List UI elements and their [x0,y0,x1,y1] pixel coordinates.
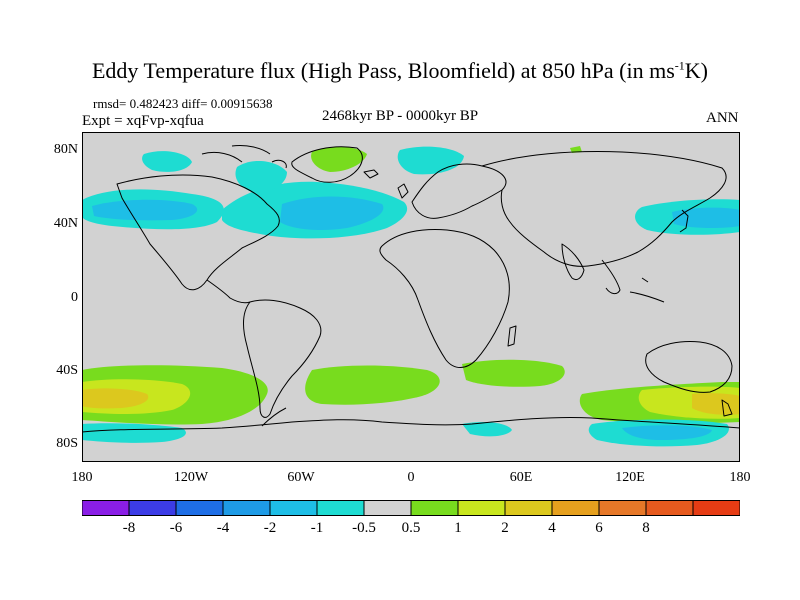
canadian-arctic-coast [201,145,287,169]
map-frame [82,132,740,462]
colorbar-label: 4 [548,520,556,536]
colorbar-label: -8 [122,520,136,536]
colorbar-box [269,500,318,516]
southern-indian-green [462,359,565,387]
lat-label-40n: 40N [53,216,78,231]
southern-pacific-orange [82,388,149,409]
japan-coast [679,209,689,233]
lat-label-0: 0 [71,290,78,305]
lat-label-80n: 80N [53,142,78,157]
india-coast [561,243,585,281]
colorbar-box [410,500,459,516]
colorbar-box [504,500,553,516]
labrador-anomaly [235,160,287,193]
africa-coast [379,229,510,368]
north-america-coast [116,174,280,291]
new-zealand-coast [721,399,733,417]
lon-label-180e: 180 [729,470,751,485]
colorbar-box [82,500,130,516]
antarctic-peninsula-coast [261,407,287,427]
central-america-coast [206,279,251,304]
period-label: 2468kyr BP - 0000kyr BP [322,108,479,124]
colorbar-label: -1 [310,520,324,536]
map-panel [82,132,740,462]
colorbar-label: 6 [595,520,603,536]
madagascar-coast [507,325,517,347]
colorbar-box [692,500,740,516]
southern-atlantic-green [305,365,440,405]
colorbar-label: 0.5 [401,520,421,536]
southeast-asia-coast [601,259,665,303]
antarctica-coast [82,416,740,433]
season-label: ANN [706,110,739,126]
greenland-coast [291,146,363,183]
southern-indian-orange [692,393,740,415]
lon-label-120e: 120E [615,470,645,485]
antarctic-coast-cyan-west [82,423,186,443]
colorbar-box [175,500,224,516]
lon-label-0: 0 [407,470,415,485]
lon-label-120w: 120W [173,470,209,485]
colorbar-box [222,500,271,516]
colorbar-label: -6 [169,520,183,536]
lat-label-80s: 80S [56,436,78,451]
coastlines [82,145,740,433]
weddell-cyan [462,422,512,437]
lon-label-60e: 60E [509,470,533,485]
chart-title: Eddy Temperature flux (High Pass, Bloomf… [91,58,708,83]
colorbar-box [598,500,647,516]
stats-label: rmsd= 0.482423 diff= 0.00915638 [93,96,273,111]
colorbar-box [363,500,412,516]
colorbar-label: -2 [263,520,277,536]
antarctic-coast-blue-east [622,425,712,440]
south-america-coast [243,299,322,418]
colorbar-box [128,500,177,516]
colorbar-label: 1 [454,520,462,536]
colorbar-label: 8 [642,520,650,536]
north-atlantic-core [280,196,384,230]
colorbar-label: -4 [216,520,230,536]
alaska-anomaly [142,151,192,172]
uk-coast [397,183,409,199]
colorbar-box [457,500,506,516]
colorbar-label: 2 [501,520,509,536]
greenland-anomaly [311,146,367,172]
colorbar-label: -0.5 [352,520,376,536]
colorbar-box [645,500,694,516]
experiment-label: Expt = xqFvp-xqfua [82,113,204,129]
colorbar-box [316,500,365,516]
colorbar [82,500,740,516]
north-pacific-west-core [672,207,740,229]
lon-label-60w: 60W [287,470,315,485]
australia-coast [645,341,733,393]
colorbar-box [551,500,600,516]
iceland-coast [363,169,379,179]
anomaly-field [82,132,740,462]
lon-label-180w: 180 [71,470,93,485]
north-pacific-core [92,199,198,221]
asia-coast [481,151,727,267]
lat-label-40s: 40S [56,363,78,378]
